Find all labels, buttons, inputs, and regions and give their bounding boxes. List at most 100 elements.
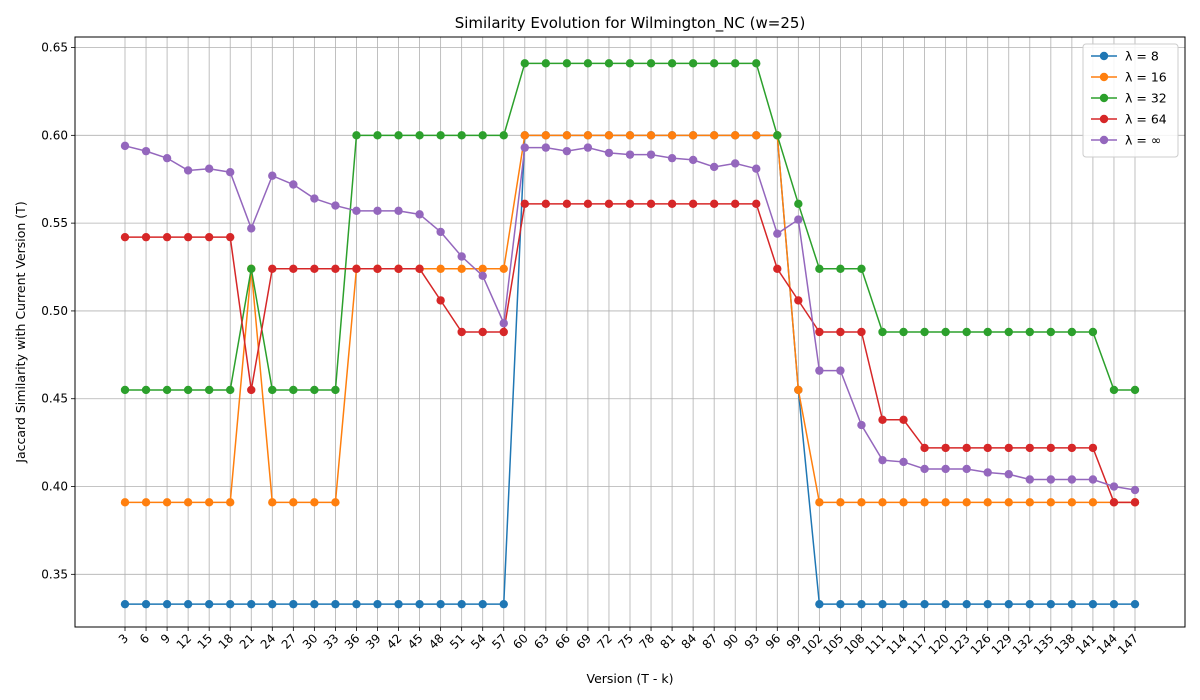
- data-point: [247, 224, 256, 233]
- data-point: [310, 385, 319, 395]
- data-point: [1025, 475, 1034, 484]
- data-point: [1109, 385, 1119, 395]
- data-point: [478, 599, 487, 609]
- data-point: [373, 599, 382, 609]
- data-point: [920, 327, 929, 337]
- data-point: [773, 264, 782, 273]
- x-tick-label: 87: [700, 631, 721, 652]
- data-point: [1088, 498, 1098, 507]
- data-point: [794, 199, 803, 209]
- data-point: [1088, 475, 1098, 484]
- data-point: [1046, 599, 1056, 609]
- x-tick-label: 9: [158, 631, 173, 646]
- data-point: [562, 199, 572, 209]
- x-tick-label: 78: [636, 631, 657, 652]
- data-point: [920, 498, 929, 507]
- data-point: [141, 498, 151, 507]
- data-point: [857, 420, 866, 430]
- x-tick-label: 114: [884, 631, 910, 657]
- data-point: [836, 327, 845, 337]
- data-point: [162, 385, 172, 395]
- series-group-3: [120, 199, 1140, 507]
- data-point: [310, 599, 319, 609]
- data-point: [541, 59, 551, 68]
- data-point: [436, 131, 445, 140]
- data-point: [268, 171, 277, 180]
- data-point: [141, 146, 151, 156]
- data-point: [731, 131, 740, 140]
- x-tick-label: 72: [594, 631, 615, 652]
- x-tick-label: 39: [363, 631, 384, 652]
- legend-marker: [1099, 72, 1109, 82]
- x-tick-label: 123: [947, 631, 973, 657]
- data-point: [899, 415, 908, 424]
- data-point: [289, 385, 298, 395]
- data-point: [878, 415, 887, 424]
- data-point: [899, 599, 908, 609]
- data-point: [583, 131, 593, 140]
- x-tick-label: 30: [300, 631, 321, 652]
- data-point: [520, 59, 529, 68]
- data-point: [1046, 475, 1056, 484]
- x-tick-label: 36: [342, 631, 363, 652]
- data-point: [1088, 599, 1098, 609]
- data-point: [162, 232, 172, 242]
- data-point: [478, 264, 487, 273]
- x-tick-label: 141: [1073, 631, 1099, 657]
- data-point: [836, 599, 845, 609]
- series-group-4: [120, 141, 1140, 495]
- x-tick-label: 33: [321, 631, 342, 652]
- data-point: [141, 232, 151, 242]
- y-tick-label: 0.40: [41, 480, 68, 494]
- data-point: [331, 264, 340, 273]
- data-point: [646, 131, 656, 140]
- data-point: [226, 168, 235, 177]
- x-tick-label: 66: [552, 631, 573, 652]
- data-point: [1067, 475, 1077, 484]
- data-point: [352, 599, 361, 609]
- x-tick-label: 48: [426, 631, 447, 652]
- legend-marker: [1099, 135, 1109, 145]
- data-point: [183, 166, 193, 175]
- x-tick-label: 60: [510, 631, 531, 652]
- data-point: [667, 131, 677, 140]
- x-tick-label: 51: [447, 631, 468, 652]
- data-point: [899, 457, 908, 467]
- data-point: [836, 498, 845, 507]
- data-point: [941, 599, 950, 609]
- data-point: [373, 206, 382, 216]
- data-point: [415, 264, 424, 273]
- x-tick-label: 126: [968, 631, 994, 657]
- data-point: [857, 599, 866, 609]
- data-point: [1130, 599, 1140, 609]
- data-point: [457, 599, 466, 609]
- data-point: [1025, 327, 1034, 337]
- x-tick-label: 57: [489, 631, 510, 652]
- data-point: [815, 327, 824, 337]
- data-point: [815, 599, 824, 609]
- data-point: [478, 271, 487, 281]
- data-point: [625, 150, 635, 159]
- data-point: [457, 264, 466, 273]
- x-tick-label: 21: [237, 631, 258, 652]
- data-point: [773, 229, 782, 238]
- data-point: [899, 498, 908, 507]
- data-point: [1046, 498, 1056, 507]
- data-point: [394, 599, 403, 609]
- data-point: [1004, 599, 1013, 609]
- data-point: [731, 159, 740, 168]
- data-point: [457, 327, 466, 337]
- x-axis-label: Version (T - k): [586, 671, 673, 686]
- data-point: [247, 599, 256, 609]
- data-point: [562, 146, 572, 156]
- data-point: [204, 498, 214, 507]
- data-point: [415, 599, 424, 609]
- y-tick-label: 0.45: [41, 392, 68, 406]
- data-point: [268, 498, 277, 507]
- data-point: [204, 385, 214, 395]
- data-point: [1046, 327, 1056, 337]
- x-tick-label: 93: [742, 631, 763, 652]
- data-point: [1088, 443, 1098, 453]
- data-point: [604, 148, 614, 158]
